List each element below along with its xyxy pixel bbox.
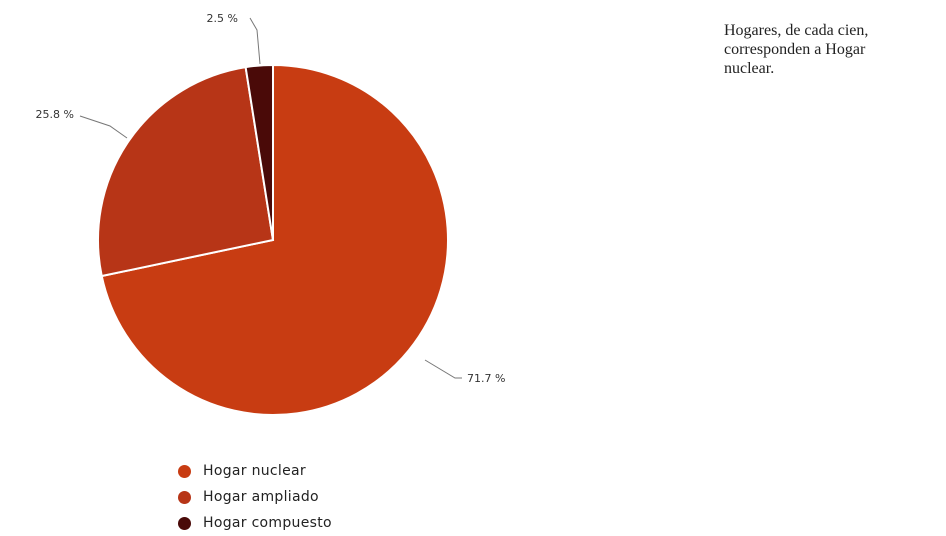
caption-line-3: nuclear. (724, 60, 775, 77)
legend-swatch-nuclear (178, 464, 191, 478)
legend-label-ampliado: Hogar ampliado (203, 489, 319, 505)
caption-text: Hogares, de cada cien, corresponden a Ho… (724, 21, 946, 78)
caption-line-1: Hogares, de cada cien, (724, 22, 869, 39)
legend-swatch-compuesto (178, 516, 191, 530)
legend-label-compuesto: Hogar compuesto (203, 515, 332, 531)
caption-line-2: corresponden a Hogar (724, 41, 866, 58)
legend-item-compuesto: Hogar compuesto (178, 510, 332, 536)
legend-item-ampliado: Hogar ampliado (178, 484, 332, 510)
leader-line-ampliado (79, 115, 128, 139)
leader-line-compuesto (249, 17, 261, 65)
legend-label-nuclear: Hogar nuclear (203, 463, 306, 479)
leader-lines (79, 17, 462, 379)
legend-swatch-ampliado (178, 490, 191, 504)
slice-labels: 71.7 % 25.8 % 2.5 % (36, 12, 506, 385)
slice-label-ampliado: 25.8 % (36, 108, 74, 121)
legend-item-nuclear: Hogar nuclear (178, 458, 332, 484)
pie-slice-nuclear (100, 63, 449, 416)
slice-label-nuclear: 71.7 % (467, 372, 505, 385)
slice-label-compuesto: 2.5 % (207, 12, 238, 25)
leader-line-nuclear (424, 359, 462, 379)
pie-slice-compuesto (244, 63, 274, 241)
chart-legend: Hogar nuclear Hogar ampliado Hogar compu… (178, 458, 332, 536)
pie-slice-ampliado (97, 66, 275, 278)
pie-slices (97, 63, 449, 416)
